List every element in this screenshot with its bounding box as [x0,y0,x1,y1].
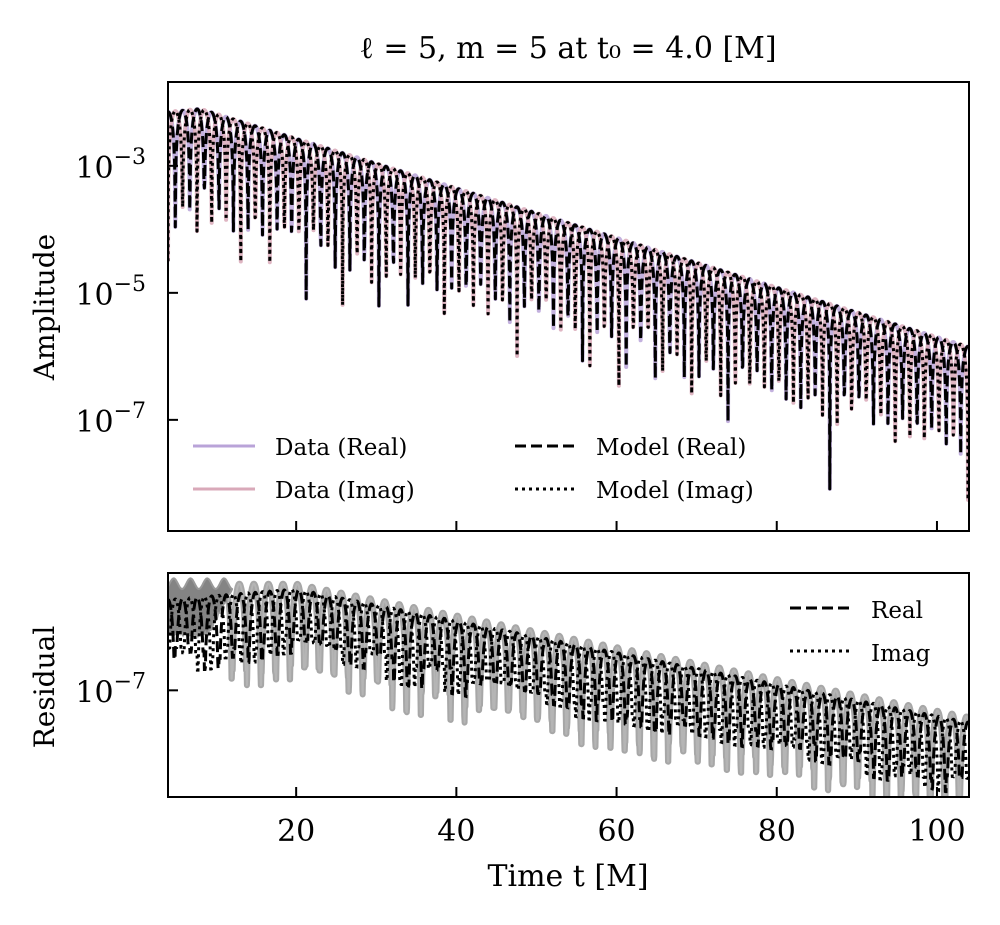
ytick-exponent: −5 [114,272,146,297]
amplitude-ytick-label: 10−5 [75,272,146,313]
ytick-base: 10 [75,278,113,313]
x-axis-label: Time t [M] [487,859,648,894]
residual-xtick-label: 80 [758,814,796,849]
legend-item-model-real: Model (Real) [515,435,746,461]
amplitude-y-ticks: 10−310−510−7 [75,145,178,440]
residual-y-ticks: 10−7 [75,669,178,710]
residual-y-axis-label: Residual [28,626,61,749]
legend-label-residual-imag: Imag [871,641,931,667]
legend-item-data-imag: Data (Imag) [193,478,415,504]
ytick-base: 10 [75,405,113,440]
series-residual-real [168,587,969,794]
legend-label-data-imag: Data (Imag) [275,478,415,504]
legend-label-model-real: Model (Real) [596,435,746,461]
legend-label-residual-real: Real [871,598,923,624]
residual-series-group [168,577,969,797]
legend-item-residual-real: Real [790,598,923,624]
legend-item-model-imag: Model (Imag) [515,478,754,504]
legend-item-residual-imag: Imag [790,641,931,667]
amplitude-x-ticks [295,521,938,531]
legend-item-data-real: Data (Real) [193,435,407,461]
ytick-exponent: −3 [114,145,146,170]
amplitude-ytick-label: 10−3 [75,145,146,186]
ytick-base: 10 [75,675,113,710]
amplitude-ytick-label: 10−7 [75,399,146,440]
amplitude-series-group [168,107,969,502]
residual-xtick-label: 20 [277,814,315,849]
series-model-real [168,107,969,491]
ytick-exponent: −7 [114,399,146,424]
residual-ytick-label: 10−7 [75,669,146,710]
residual-legend: Real Imag [790,598,931,667]
amplitude-axes-frame [167,81,970,532]
residual-x-ticks: 20 40 60 80 100 [277,787,966,849]
amplitude-legend: Data (Real) Data (Imag) Model (Real) Mod… [193,435,754,504]
chart-title: ℓ = 5, m = 5 at t₀ = 4.0 [M] [359,31,776,66]
amplitude-y-axis-label: Amplitude [28,234,61,381]
residual-xtick-label: 100 [908,814,965,849]
ytick-exponent: −7 [114,669,146,694]
legend-label-model-imag: Model (Imag) [596,478,754,504]
residual-xtick-label: 40 [437,814,475,849]
residual-axes-frame [167,572,970,798]
ytick-base: 10 [75,151,113,186]
series-uncertainty-band-inner [227,582,969,797]
legend-label-data-real: Data (Real) [275,435,407,461]
series-model-imag [168,108,969,502]
residual-xtick-label: 60 [597,814,635,849]
